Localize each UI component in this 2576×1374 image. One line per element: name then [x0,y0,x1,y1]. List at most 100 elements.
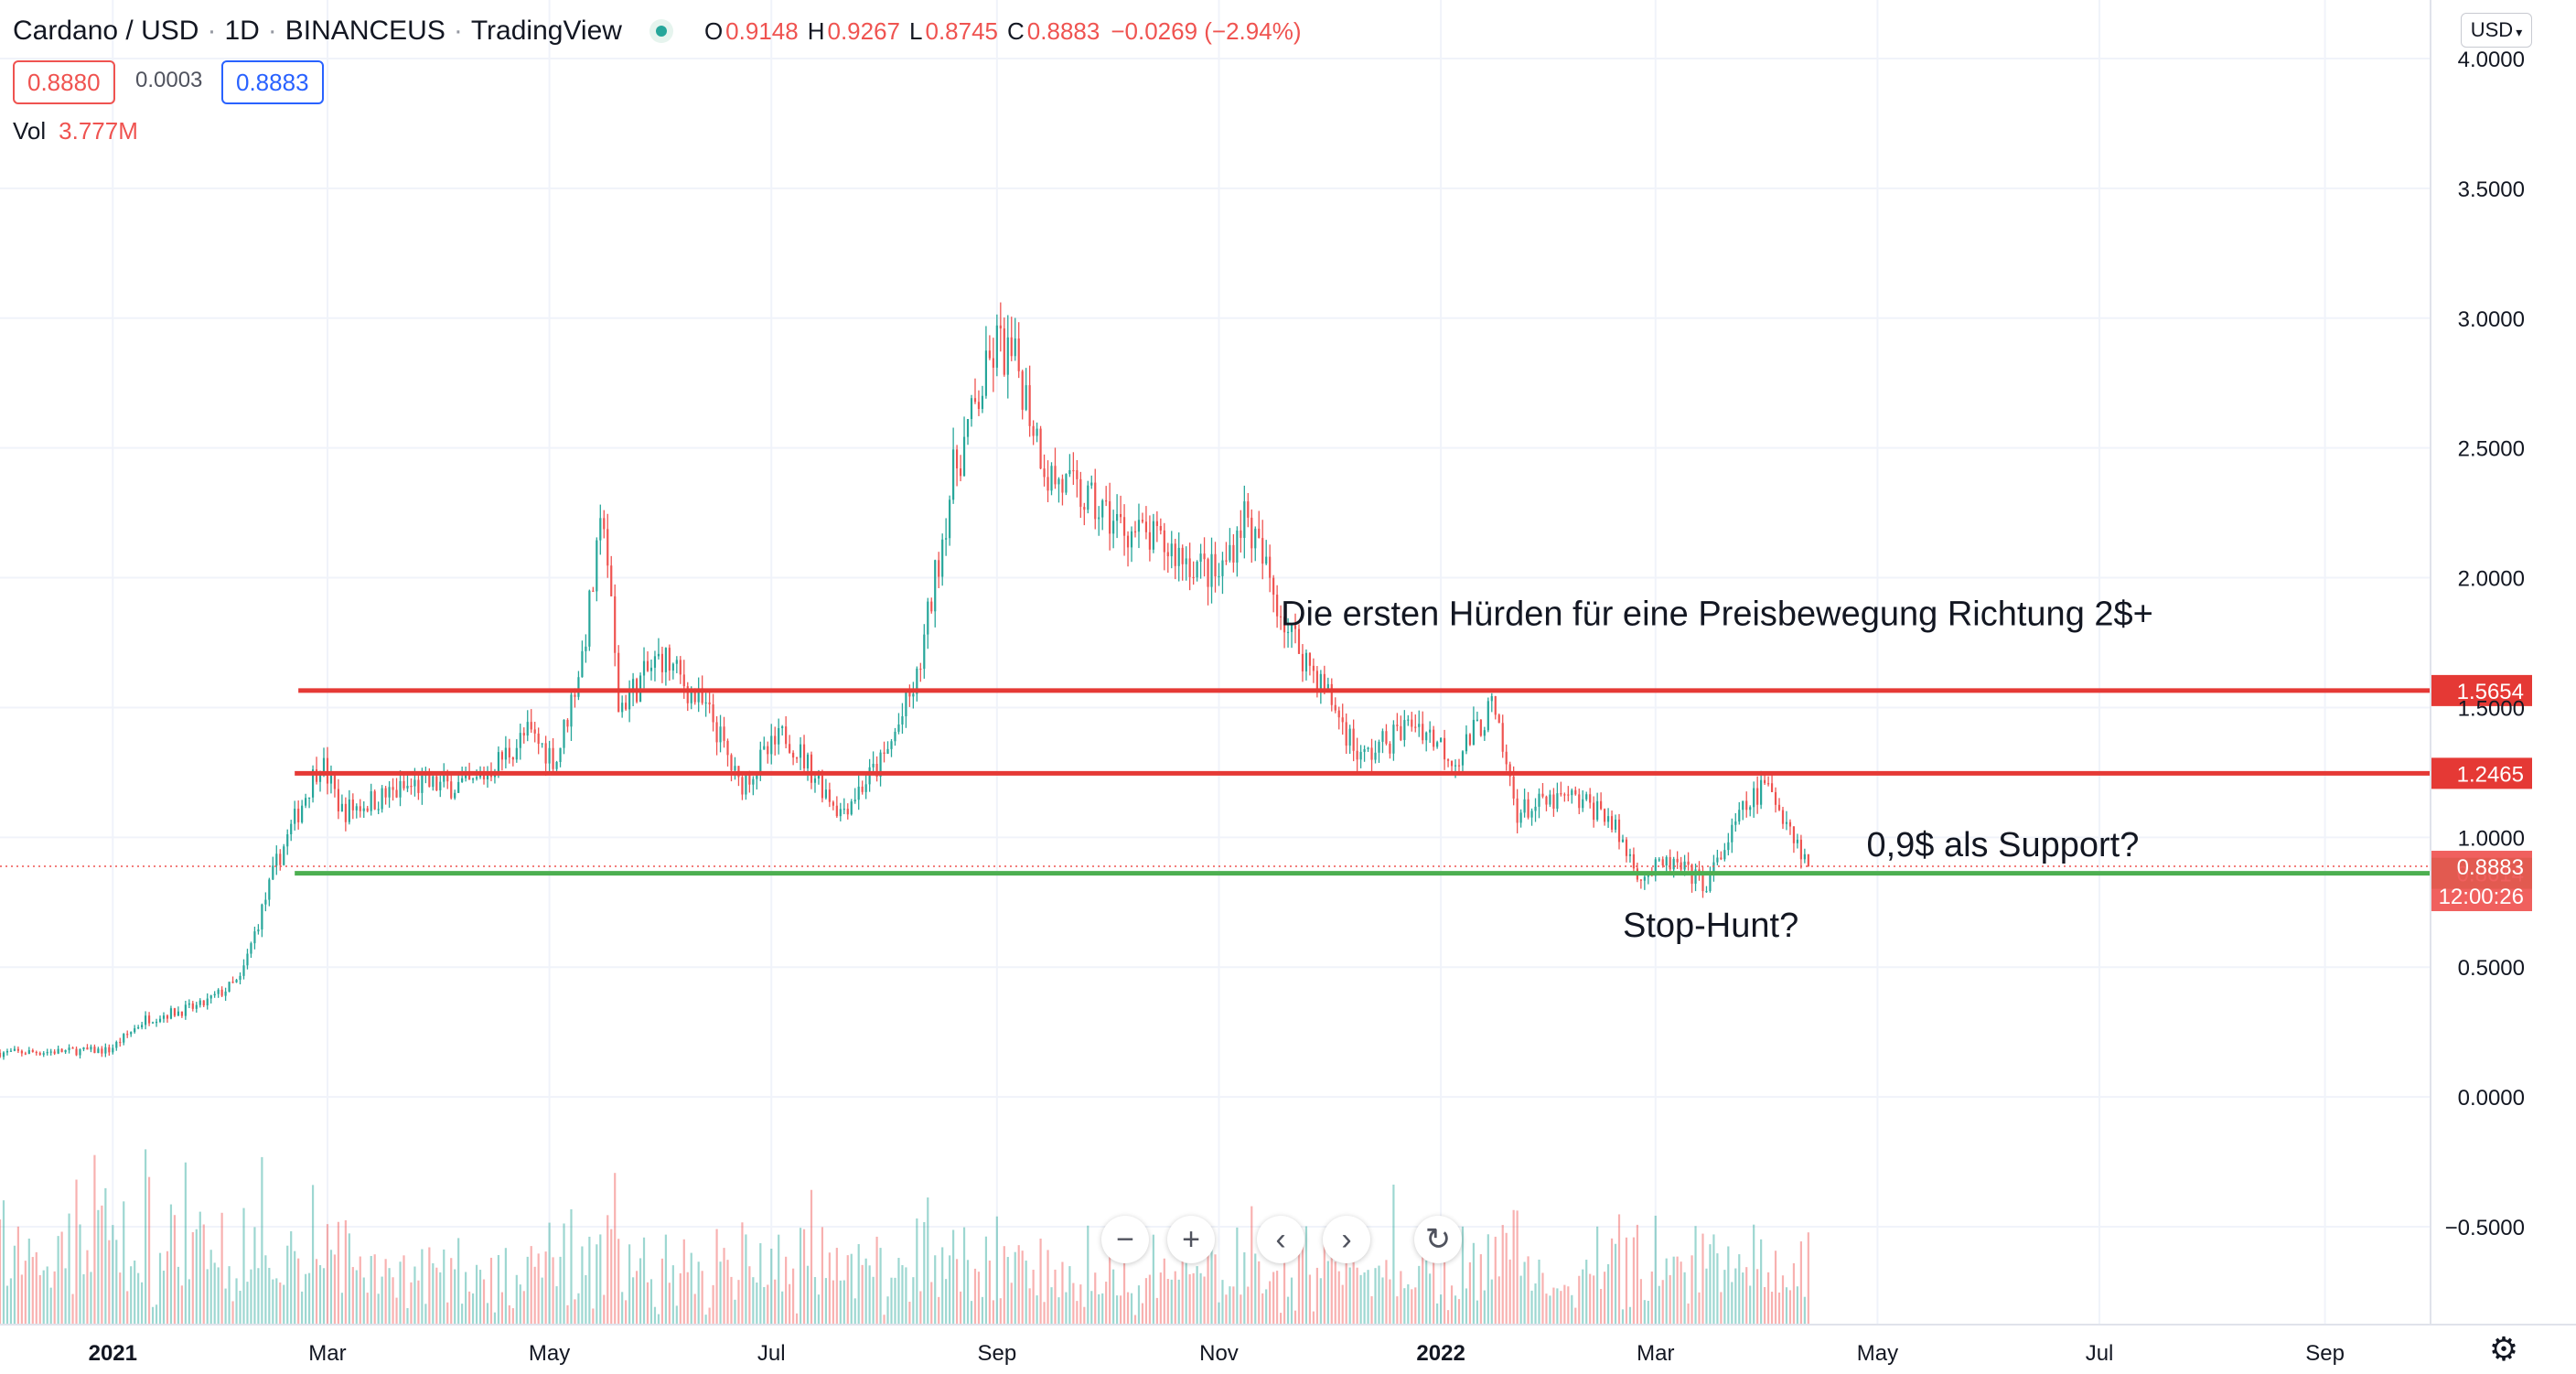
volume-bar [785,1256,788,1325]
volume-bar [1501,1225,1504,1325]
volume-bar [1770,1292,1774,1325]
candle-body [388,787,391,798]
candle-body [1210,553,1213,587]
volume-bar [908,1301,911,1325]
candle-body [631,679,635,692]
sell-button[interactable]: 0.8880 [13,60,115,104]
zoom-out-button[interactable]: − [1101,1216,1149,1263]
scroll-right-icon: › [1341,1221,1352,1257]
volume-bar [384,1259,387,1325]
candle-body [1760,779,1763,805]
buy-button[interactable]: 0.8883 [221,60,324,104]
candle-body [493,775,497,778]
volume-bar [857,1244,860,1325]
candle-body [329,775,333,784]
volume-bar [802,1229,806,1325]
candle-body [147,1015,151,1024]
volume-bar [478,1270,482,1325]
candle-body [734,766,736,771]
candle-body [217,989,220,994]
volume-bar [828,1252,831,1325]
candle-body [824,789,827,799]
volume-bar [134,1260,136,1325]
volume-bar [145,1149,147,1325]
zoom-in-button[interactable]: + [1167,1216,1215,1263]
volume-bar [1308,1274,1312,1325]
reset-chart-button[interactable]: ↻ [1414,1216,1462,1263]
y-tick-label: 1.0000 [2458,826,2525,851]
volume-bar [1450,1285,1454,1325]
volume-bar [1756,1269,1759,1325]
candle-body [723,726,725,741]
candle-body [1174,543,1176,566]
candle-body [1443,737,1446,760]
volume-bar [1014,1251,1016,1325]
volume-bar [90,1272,92,1325]
volume-bar [1188,1273,1191,1325]
volume-bar [919,1291,922,1325]
candle-body [563,719,565,748]
volume-bar [1589,1273,1592,1325]
candle-body [1712,862,1715,874]
volume-bar [984,1236,988,1325]
currency-select[interactable]: USD ▾ [2461,13,2532,48]
candle-body [857,786,860,800]
volume-bar [1534,1283,1537,1325]
volume-bar [719,1261,722,1325]
market-status-icon[interactable] [649,19,673,43]
volume-bar [1210,1249,1213,1325]
candle-body [916,668,918,694]
volume-bar [570,1208,573,1325]
scroll-left-button[interactable]: ‹ [1257,1216,1304,1263]
candle-body [745,773,747,795]
candle-body [675,660,678,664]
x-tick-label: 2021 [89,1341,137,1366]
volume-bar [1345,1225,1347,1325]
candle-body [151,1022,155,1024]
candle-body [1170,543,1173,557]
candle-body [821,775,824,799]
candle-body [1479,719,1482,736]
volume-bar [126,1291,129,1325]
volume-bar [1090,1291,1093,1325]
candle-body [1400,725,1402,740]
volume-bar [1236,1227,1239,1325]
volume-bar [1567,1286,1570,1325]
volume-bar [482,1279,486,1325]
volume-bar [646,1282,649,1325]
volume-bar [566,1304,569,1325]
candle-body [905,692,907,717]
volume-bar [1636,1224,1638,1325]
candle-body [1766,783,1770,785]
volume-bar [231,1301,234,1325]
candle-body [184,1004,187,1016]
candle-body [1414,726,1417,728]
volume-bar [1144,1278,1148,1325]
candle-body [508,747,510,757]
candle-body [1334,704,1336,711]
scroll-right-button[interactable]: › [1323,1216,1370,1263]
symbol-name[interactable]: Cardano / USD [13,16,199,46]
candle-body [657,653,660,657]
candle-body [1604,809,1606,822]
candle-body [1105,500,1108,502]
settings-icon[interactable]: ⚙ [2488,1330,2519,1368]
volume-bar [286,1245,289,1325]
y-tick-label: −0.5000 [2445,1216,2525,1240]
volume-bar [1461,1226,1465,1325]
volume-bar [1315,1267,1318,1325]
volume-label: Vol [13,117,47,145]
candle-body [872,763,875,768]
volume-bar [188,1279,190,1325]
candle-body [1694,869,1697,885]
candle-body [1571,789,1573,796]
volume-bar [1392,1184,1395,1325]
volume-bar [0,1219,2,1325]
interval[interactable]: 1D [224,16,260,46]
volume-bar [1225,1294,1228,1325]
candle-body [93,1047,96,1054]
volume-bar [671,1265,674,1325]
volume-bar [934,1255,937,1325]
candle-body [1617,819,1621,843]
